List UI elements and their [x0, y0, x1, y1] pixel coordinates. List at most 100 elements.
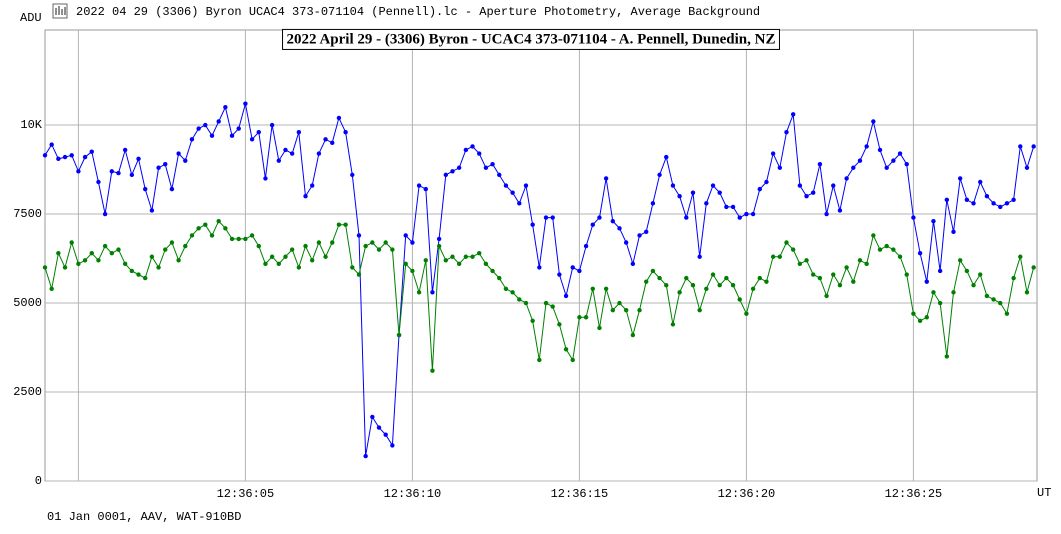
data-point: [456, 165, 462, 170]
data-point: [236, 126, 241, 131]
data-point: [310, 183, 315, 188]
data-point: [269, 254, 275, 259]
data-point: [89, 149, 94, 154]
data-point: [356, 233, 362, 238]
data-point: [590, 286, 595, 291]
x-tick-label: 12:36:15: [551, 487, 609, 501]
data-point: [1018, 254, 1023, 259]
data-point: [583, 315, 589, 320]
data-point: [229, 236, 235, 242]
data-point: [717, 283, 722, 288]
data-point: [978, 179, 983, 185]
data-point: [984, 293, 990, 299]
data-point: [650, 268, 656, 274]
window-title: 2022 04 29 (3306) Byron UCAC4 373-071104…: [76, 5, 760, 19]
app-icon: [52, 3, 68, 19]
data-point: [336, 115, 342, 121]
data-point: [410, 240, 415, 245]
data-point: [550, 304, 555, 309]
data-point: [630, 332, 636, 338]
data-point: [216, 218, 221, 224]
data-point: [563, 293, 569, 299]
data-point: [844, 176, 849, 181]
data-point: [617, 300, 622, 306]
data-point: [610, 218, 616, 224]
data-point: [163, 247, 168, 252]
data-point: [797, 261, 803, 267]
data-point: [49, 286, 54, 291]
data-point: [851, 279, 856, 284]
data-point: [710, 183, 716, 188]
data-point: [463, 254, 469, 259]
data-point: [82, 258, 88, 263]
data-point: [717, 190, 722, 195]
data-point: [376, 247, 382, 252]
data-point: [750, 286, 756, 291]
data-point: [657, 275, 662, 281]
data-point: [343, 222, 348, 227]
data-point: [89, 250, 94, 256]
data-point: [891, 247, 896, 252]
data-point: [102, 243, 108, 249]
data-point: [303, 243, 308, 249]
data-point: [784, 240, 789, 245]
data-point: [757, 275, 762, 281]
data-point: [1018, 144, 1023, 149]
data-point: [350, 265, 355, 270]
data-point: [430, 290, 435, 295]
data-point: [176, 151, 181, 156]
data-point: [911, 215, 916, 220]
data-point: [804, 258, 809, 263]
data-point: [136, 272, 141, 277]
data-point: [523, 183, 529, 188]
data-point: [497, 172, 502, 178]
data-point: [871, 233, 876, 238]
data-point: [62, 154, 68, 160]
data-point: [363, 453, 368, 459]
data-point: [49, 142, 54, 147]
data-point: [143, 275, 148, 281]
data-point: [303, 194, 308, 199]
data-point: [423, 186, 428, 192]
footer: 01 Jan 0001, AAV, WAT-910BD: [47, 510, 241, 524]
data-point: [383, 432, 388, 437]
y-tick-label: 10K: [20, 118, 42, 132]
data-point: [951, 290, 956, 295]
data-point: [443, 172, 449, 178]
data-point: [463, 147, 469, 153]
data-point: [924, 279, 929, 284]
data-point: [122, 147, 128, 153]
data-point: [96, 258, 101, 263]
data-point: [56, 250, 61, 256]
data-point: [704, 286, 709, 291]
data-point: [790, 247, 796, 252]
data-point: [490, 161, 495, 167]
data-point: [577, 315, 582, 320]
data-point: [543, 300, 549, 306]
data-point: [537, 357, 542, 363]
data-point: [497, 275, 502, 281]
data-point: [283, 147, 288, 153]
data-point: [370, 240, 375, 245]
data-point: [583, 243, 589, 249]
data-point: [403, 233, 408, 238]
data-point: [603, 286, 609, 291]
data-point: [296, 265, 302, 270]
data-point: [69, 240, 74, 245]
data-point: [42, 153, 48, 158]
data-point: [450, 169, 455, 174]
data-point: [917, 250, 923, 256]
data-point: [971, 283, 976, 288]
data-point: [891, 158, 896, 163]
data-point: [677, 290, 682, 295]
data-point: [169, 186, 175, 192]
data-point: [370, 414, 375, 420]
title-box: [282, 28, 780, 50]
data-point: [971, 201, 976, 206]
data-point: [189, 233, 195, 238]
data-point: [864, 144, 869, 149]
data-point: [737, 297, 742, 302]
data-point: [537, 265, 542, 270]
data-point: [109, 169, 115, 174]
data-point: [243, 101, 248, 106]
